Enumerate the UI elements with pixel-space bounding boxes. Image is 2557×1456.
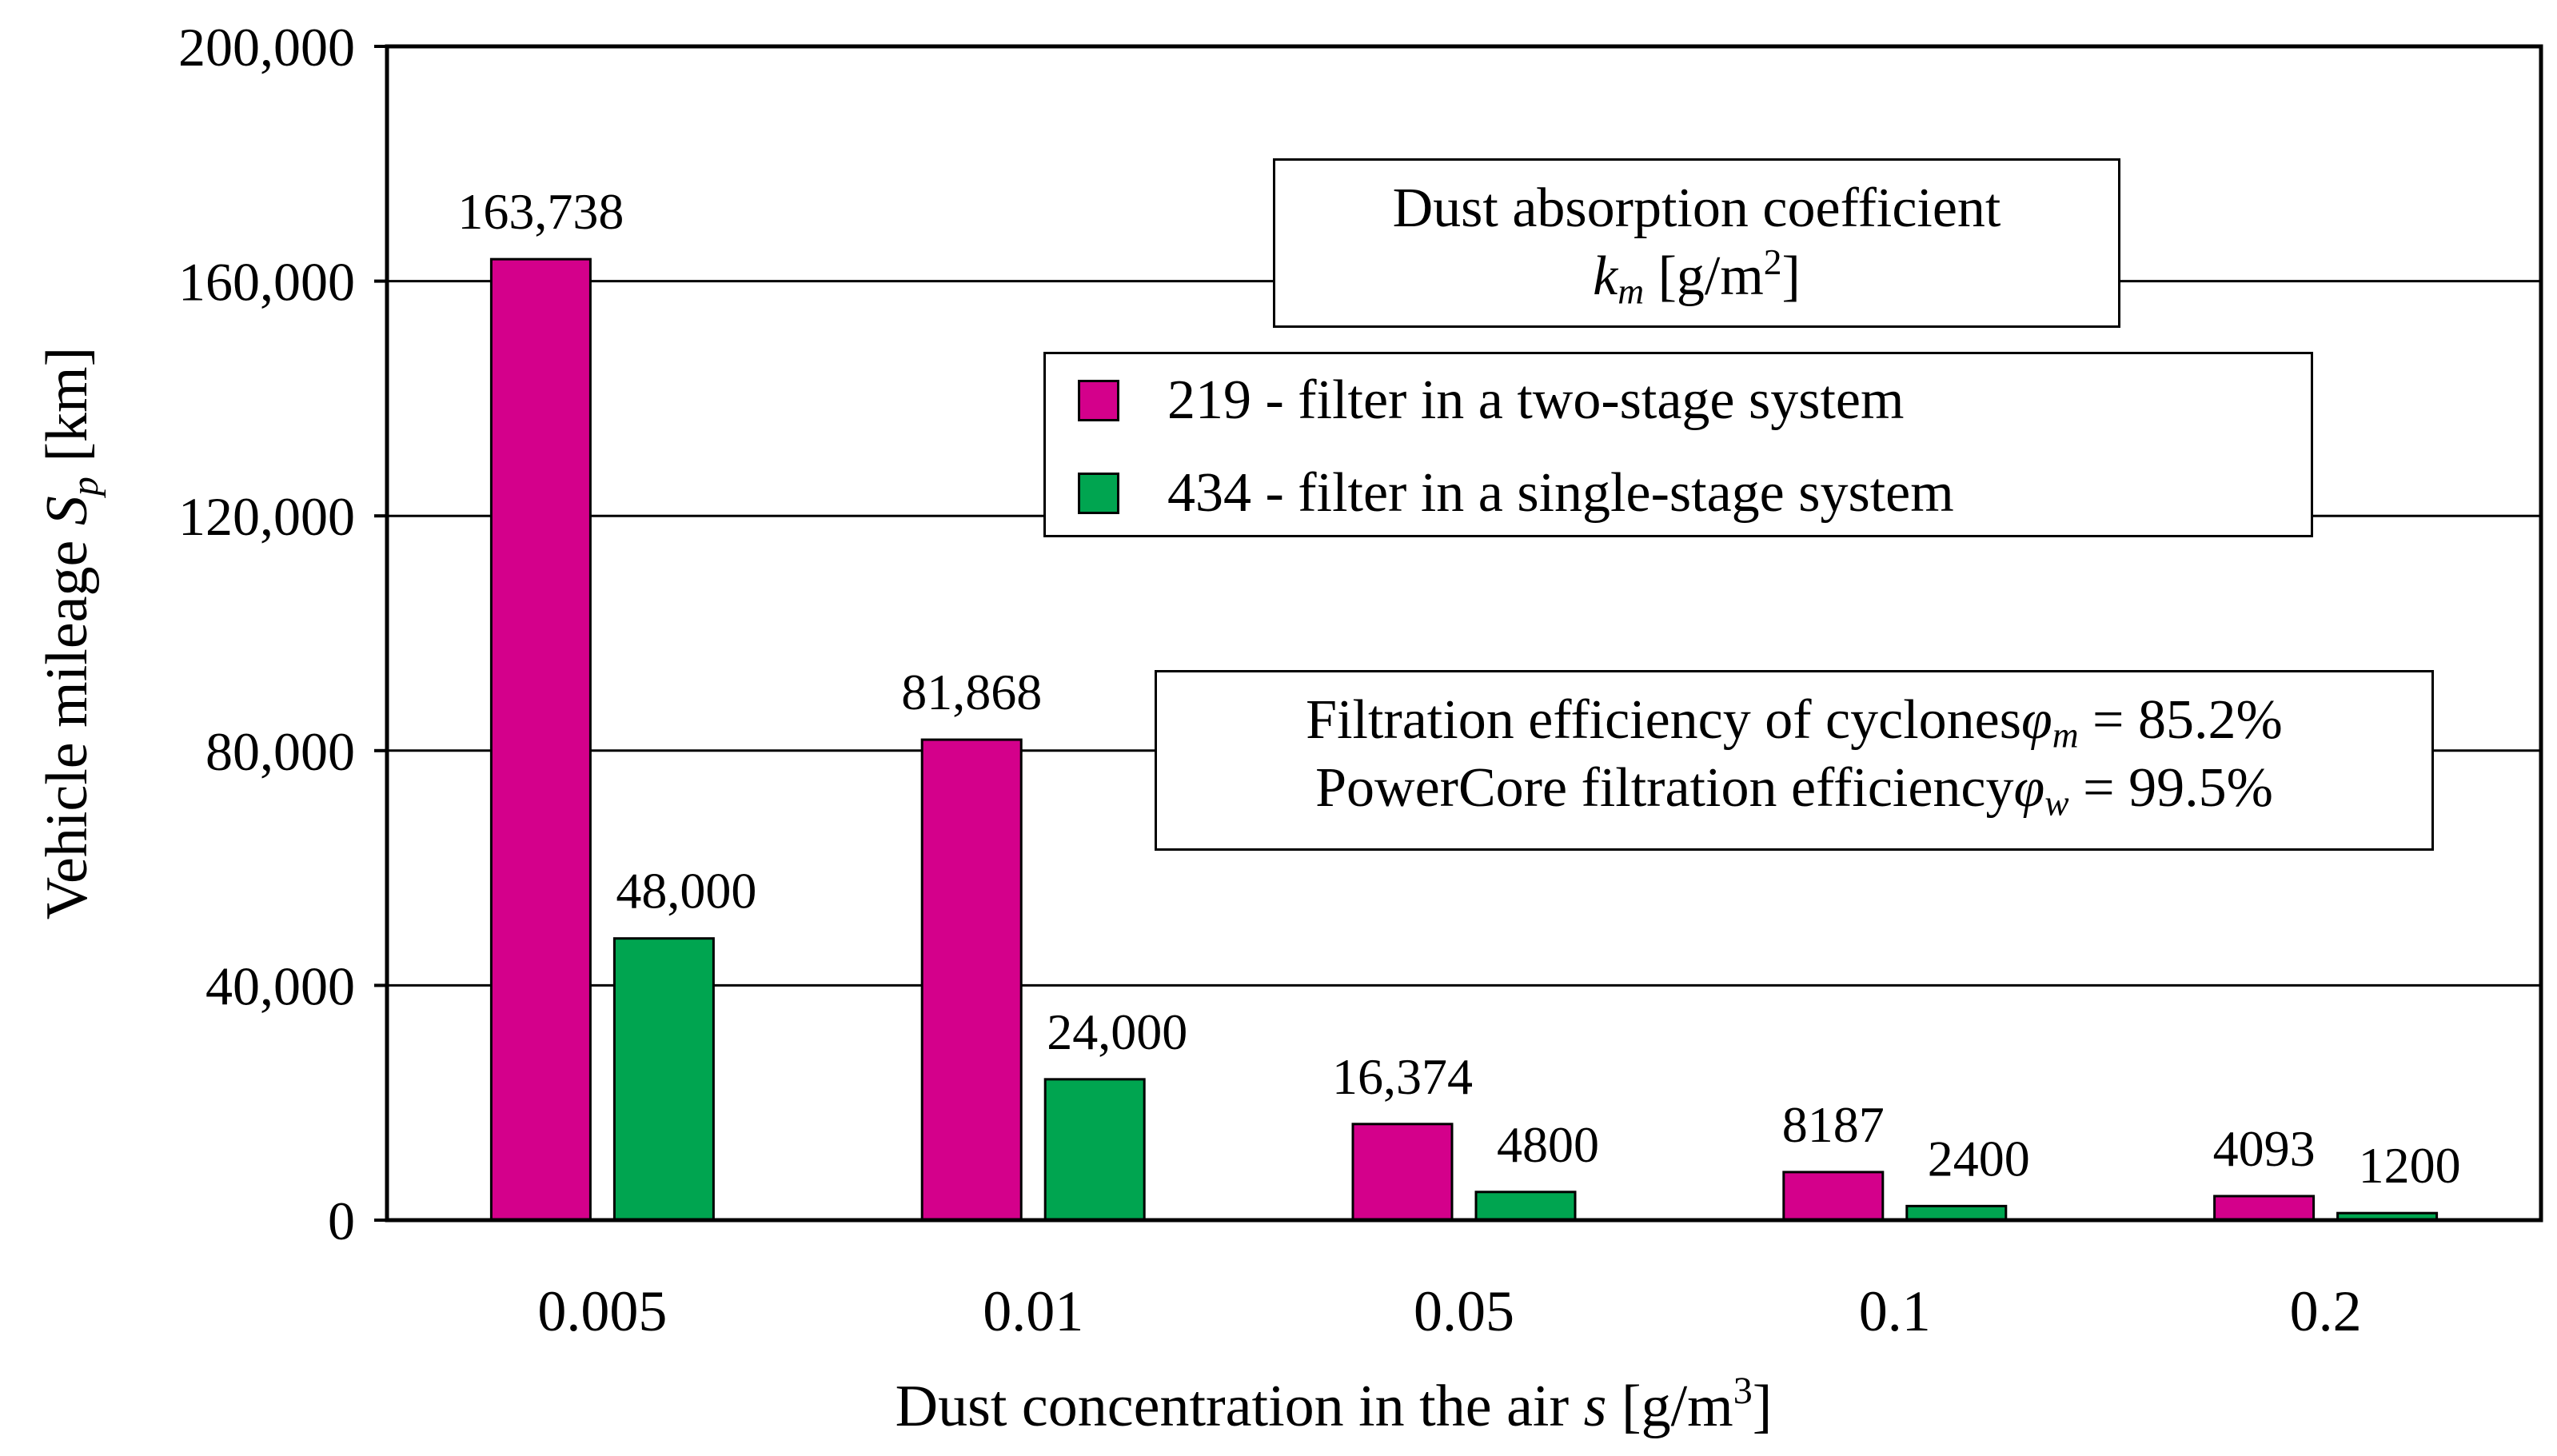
data-label: 8187: [1782, 1096, 1885, 1153]
x-axis-title: Dust concentration in the air s [g/m3]: [896, 1370, 1773, 1439]
legend-item-434: 434 - filter in a single-stage system: [1078, 447, 2311, 540]
data-label: 2400: [1928, 1130, 2030, 1187]
y-tick-labels: 0 40,000 80,000 120,000 160,000 200,000: [178, 17, 355, 1251]
y-tick-label: 120,000: [178, 486, 355, 547]
data-label: 24,000: [1047, 1003, 1187, 1060]
legend-item-219: 219 - filter in a two-stage system: [1078, 354, 2311, 447]
data-label: 4800: [1497, 1116, 1599, 1173]
x-tick-label: 0.01: [983, 1279, 1083, 1343]
legend-label-434: 434 - filter in a single-stage system: [1167, 462, 1954, 524]
legend-swatch-434: [1078, 473, 1119, 514]
y-tick-label: 200,000: [178, 17, 355, 78]
x-tick-label: 0.005: [537, 1279, 667, 1343]
legend-title-box: Dust absorption coefficient km [g/m2]: [1273, 158, 2120, 328]
bar: [1905, 1204, 2008, 1222]
data-label: 163,738: [457, 183, 624, 240]
bar: [489, 257, 592, 1222]
x-tick-label: 0.2: [2290, 1279, 2362, 1343]
data-label: 1200: [2359, 1137, 2461, 1194]
x-tick-labels: 0.005 0.01 0.05 0.1 0.2: [537, 1279, 2361, 1343]
legend-title-line1: Dust absorption coefficient: [1392, 178, 2001, 239]
y-tick-label: 80,000: [205, 721, 355, 782]
bar: [920, 738, 1023, 1222]
legend-swatch-219: [1078, 380, 1119, 421]
x-tick-label: 0.05: [1414, 1279, 1514, 1343]
legend-label-219: 219 - filter in a two-stage system: [1167, 369, 1905, 431]
x-tick-label: 0.1: [1859, 1279, 1931, 1343]
data-label: 81,868: [901, 664, 1042, 720]
powercore-efficiency-text: PowerCore filtration efficiencyφw = 99.5…: [1315, 756, 2273, 824]
bar: [1043, 1078, 1146, 1222]
bar: [1782, 1171, 1885, 1222]
cyclone-efficiency-text: Filtration efficiency of cyclonesφm = 85…: [1306, 689, 2283, 756]
data-label: 16,374: [1332, 1048, 1473, 1105]
bar: [2213, 1195, 2316, 1222]
data-label: 4093: [2213, 1120, 2316, 1177]
legend-title-line2: km [g/m2]: [1593, 241, 1801, 311]
data-labels: 163,738 48,000 81,868 24,000 16,374 4800 8187 2…: [457, 183, 2460, 1194]
y-tick-label: 40,000: [205, 955, 355, 1016]
plot-area-frame: [385, 44, 2543, 1223]
data-label: 48,000: [616, 863, 756, 919]
y-tick-label: 0: [328, 1191, 355, 1251]
bar: [1351, 1123, 1454, 1222]
bar: [612, 937, 715, 1222]
y-tick-label: 160,000: [178, 252, 355, 313]
y-axis-title: Vehicle mileage Sp [km]: [34, 347, 106, 919]
bar: [1474, 1191, 1577, 1222]
efficiency-note-box: Filtration efficiency of cyclonesφm = 85…: [1155, 670, 2434, 851]
legend: 219 - filter in a two-stage system 434 -…: [1043, 352, 2313, 537]
